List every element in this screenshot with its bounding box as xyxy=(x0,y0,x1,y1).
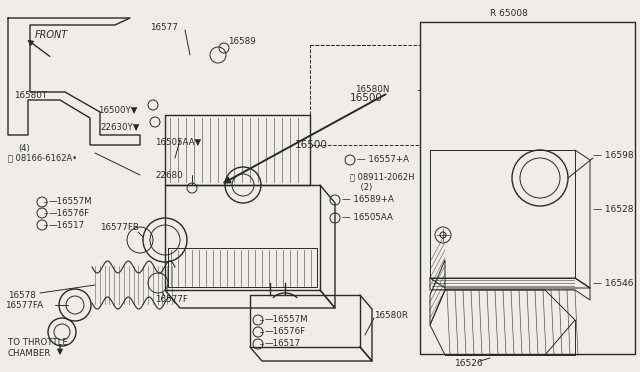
Bar xyxy=(420,22,635,354)
Text: TO THROTTLE
CHAMBER: TO THROTTLE CHAMBER xyxy=(8,338,68,358)
Text: 16577FA: 16577FA xyxy=(5,301,43,310)
Text: 16580N: 16580N xyxy=(355,86,389,94)
Text: —16517: —16517 xyxy=(49,221,85,230)
Text: 16589: 16589 xyxy=(228,38,256,46)
Text: —16557M: —16557M xyxy=(265,315,308,324)
Text: — 16557+A: — 16557+A xyxy=(357,155,409,164)
Text: 16577: 16577 xyxy=(150,23,178,32)
Text: — 16589+A: — 16589+A xyxy=(342,196,394,205)
Text: —16576F: —16576F xyxy=(265,327,306,337)
Text: 22680: 22680 xyxy=(155,170,183,180)
Text: 16578: 16578 xyxy=(8,292,36,301)
Text: 16577FB: 16577FB xyxy=(100,224,139,232)
Text: 16500: 16500 xyxy=(295,140,328,150)
Text: —16557M: —16557M xyxy=(49,198,93,206)
Text: 16500: 16500 xyxy=(350,93,383,103)
Text: — 16528: — 16528 xyxy=(593,205,634,215)
Text: R 65008: R 65008 xyxy=(490,10,528,19)
Text: (4): (4) xyxy=(18,144,29,153)
Text: 16577F: 16577F xyxy=(155,295,188,305)
Text: — 16598: — 16598 xyxy=(593,151,634,160)
Text: 16580R: 16580R xyxy=(374,311,408,320)
Text: —16517: —16517 xyxy=(265,340,301,349)
Text: ⓝ 08911-2062H
    (2): ⓝ 08911-2062H (2) xyxy=(350,172,415,192)
Text: — 16505AA: — 16505AA xyxy=(342,214,393,222)
Bar xyxy=(310,45,420,145)
Text: — 16546: — 16546 xyxy=(593,279,634,289)
Text: Ⓑ 08166-6162A•: Ⓑ 08166-6162A• xyxy=(8,154,77,163)
Text: 16526: 16526 xyxy=(455,359,484,368)
Text: 16580T: 16580T xyxy=(14,90,47,99)
Text: 22630Y▼: 22630Y▼ xyxy=(100,122,140,131)
Text: FRONT: FRONT xyxy=(35,30,68,40)
Text: 16500Y▼: 16500Y▼ xyxy=(98,106,138,115)
Text: —16576F: —16576F xyxy=(49,208,90,218)
Text: 16505AA▼: 16505AA▼ xyxy=(155,138,201,147)
